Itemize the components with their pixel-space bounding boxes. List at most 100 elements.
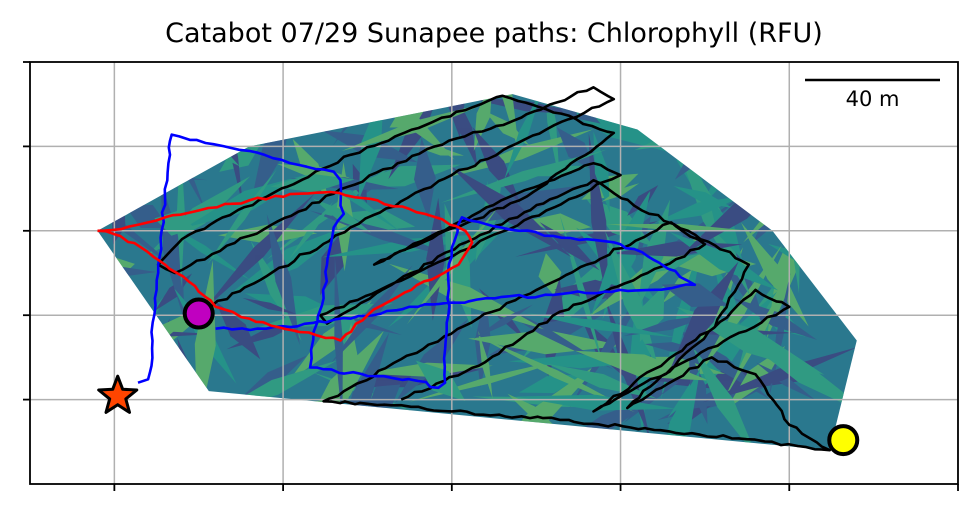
plot-area	[30, 61, 958, 484]
field-patch	[282, 94, 323, 125]
axes-frame	[29, 61, 959, 485]
field-patch	[515, 394, 676, 411]
field-patch	[231, 224, 353, 293]
field-patch	[97, 94, 145, 158]
field-patch	[206, 66, 299, 86]
field-patch	[97, 166, 207, 181]
field-patch	[538, 253, 562, 296]
field-patch	[485, 94, 520, 154]
field-patch	[702, 347, 857, 403]
field-patch	[171, 94, 258, 148]
scale-bar: 40 m	[805, 78, 940, 111]
field-patch	[688, 351, 708, 425]
field-patch	[729, 328, 857, 420]
field-patch	[574, 350, 710, 381]
home-star-marker	[97, 374, 139, 414]
field-patch	[446, 129, 594, 178]
field-patch	[97, 150, 118, 169]
field-patch	[669, 261, 739, 372]
field-patch	[406, 206, 499, 325]
field-patch	[753, 94, 800, 114]
field-patch	[468, 330, 624, 355]
field-patch	[539, 222, 600, 271]
blue-path	[137, 133, 697, 390]
field-patch	[207, 169, 277, 265]
field-patch	[723, 94, 779, 129]
field-patch	[344, 209, 416, 231]
field-patch	[219, 139, 264, 172]
field-patch	[742, 136, 765, 180]
field-patch	[682, 94, 779, 182]
field-patch	[755, 362, 816, 401]
field-patch	[711, 94, 857, 117]
field-patch	[741, 222, 809, 327]
field-patch	[726, 346, 786, 410]
field-patch	[767, 94, 806, 109]
field-patch	[97, 96, 210, 116]
field-patch	[414, 137, 436, 220]
field-patch	[218, 224, 318, 244]
field-patch	[97, 94, 115, 177]
field-patch	[665, 116, 764, 133]
field-patch	[406, 61, 455, 81]
field-patch	[477, 336, 635, 413]
field-patch	[688, 94, 738, 159]
field-patch	[556, 127, 597, 173]
field-patch	[593, 131, 610, 213]
field-patch	[732, 94, 754, 187]
field-patch	[340, 323, 359, 401]
field-patch	[770, 139, 841, 147]
field-patch	[395, 318, 469, 403]
field-patch	[119, 378, 180, 430]
field-patch	[627, 185, 659, 216]
field-patch	[97, 94, 117, 240]
field-patch	[331, 265, 413, 363]
field-patch	[367, 384, 401, 410]
field-patch	[374, 407, 405, 442]
field-patch	[270, 173, 355, 193]
chart-title: Catabot 07/29 Sunapee paths: Chlorophyll…	[165, 18, 823, 49]
field-patch	[97, 94, 120, 211]
field-patch	[124, 204, 170, 229]
field-patch	[605, 231, 660, 372]
axes	[23, 61, 959, 491]
end-marker	[827, 424, 860, 457]
field-patch	[588, 133, 609, 310]
field-patch	[692, 346, 759, 451]
field-patch	[732, 297, 817, 340]
field-patch	[97, 112, 144, 126]
red-path	[97, 190, 474, 342]
field-patch	[527, 213, 592, 235]
field-patch	[804, 94, 827, 138]
field-patch	[203, 193, 315, 311]
field-patch	[526, 313, 675, 338]
field-patch	[661, 283, 729, 307]
field-patch	[743, 119, 857, 243]
field-patch	[199, 94, 207, 136]
field-patch	[473, 304, 533, 339]
field-patch	[673, 186, 734, 209]
field-patch	[149, 100, 327, 123]
field-patch	[674, 97, 750, 180]
field-patch	[760, 164, 854, 217]
field-patch	[97, 374, 112, 429]
field-patch	[170, 398, 282, 440]
field-patch	[109, 94, 197, 161]
field-patch	[108, 318, 171, 428]
field-patch	[717, 94, 739, 163]
field-patch	[188, 94, 287, 108]
start-marker	[182, 297, 215, 330]
field-patch	[659, 367, 701, 451]
field-patch	[753, 183, 799, 243]
field-patch	[543, 94, 560, 183]
field-patch	[624, 94, 731, 122]
field-patch	[97, 361, 113, 381]
scale-bar-label: 40 m	[846, 87, 900, 111]
field-patch	[721, 94, 742, 201]
field-patch	[97, 94, 135, 216]
field-patch	[122, 113, 144, 224]
field-patch	[169, 109, 188, 177]
field-patch	[463, 97, 589, 115]
field-patch	[182, 94, 196, 135]
